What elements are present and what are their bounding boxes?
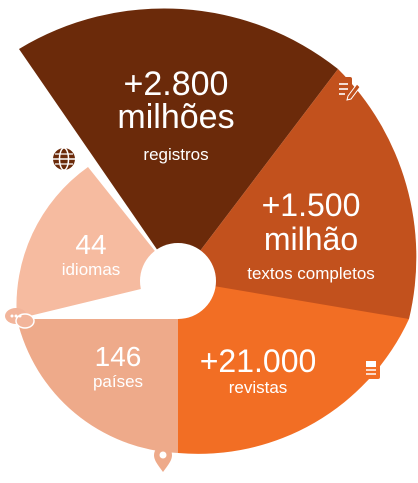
segment-idiomas (16, 167, 178, 319)
registros-caption: registros (143, 145, 208, 164)
location-pin-icon (154, 446, 172, 472)
textos-unit: milhão (264, 221, 358, 257)
segment-revistas (178, 280, 409, 454)
idiomas-caption: idiomas (62, 260, 121, 279)
paises-caption: países (93, 372, 143, 391)
center-hole (140, 243, 216, 319)
textos-caption: textos completos (247, 264, 375, 283)
idiomas-value: 44 (75, 229, 106, 260)
globe-icon (53, 147, 75, 171)
segment-paises (17, 280, 178, 453)
segment-textos (178, 69, 417, 319)
chat-bubbles-icon (5, 308, 35, 329)
revistas-value: +21.000 (200, 343, 317, 379)
registros-value: +2.800 (124, 65, 229, 103)
segment-registros (19, 8, 338, 281)
revistas-caption: revistas (229, 378, 288, 397)
textos-value: +1.500 (262, 187, 361, 223)
paises-value: 146 (95, 341, 142, 372)
edit-document-icon (335, 77, 361, 101)
journal-icon (362, 357, 380, 379)
registros-unit: milhões (117, 98, 234, 136)
